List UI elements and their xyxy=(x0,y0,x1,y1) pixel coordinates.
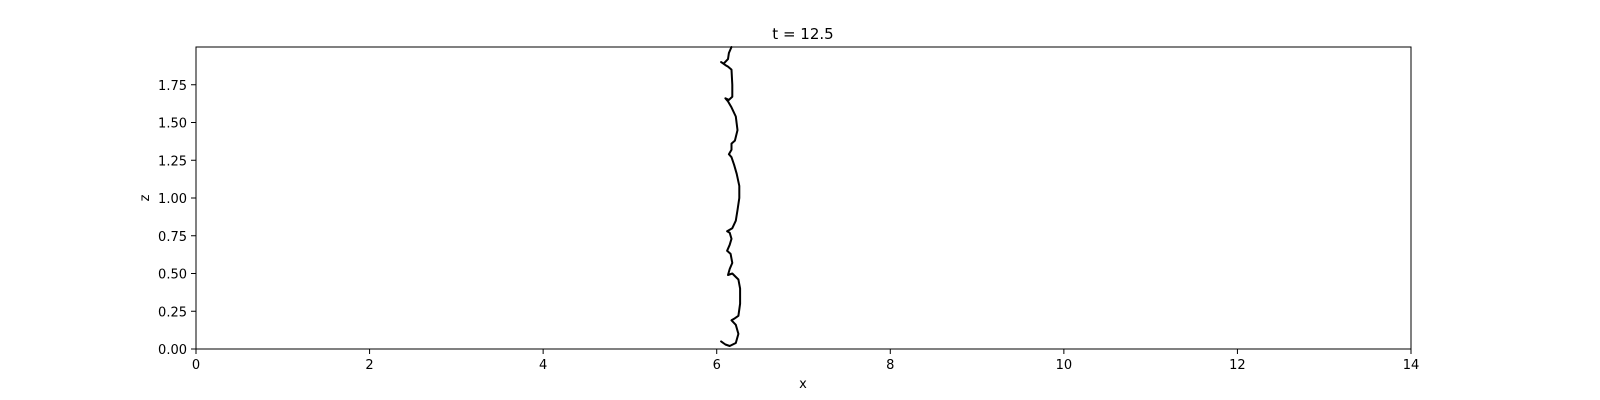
y-tick-label: 1.75 xyxy=(158,79,187,94)
x-tick-label: 0 xyxy=(192,358,200,373)
y-axis-label: z xyxy=(138,194,153,201)
x-tick-label: 12 xyxy=(1229,358,1246,373)
x-tick-label: 4 xyxy=(539,358,547,373)
y-tick-label: 0.50 xyxy=(158,268,187,283)
x-axis-label: x xyxy=(799,377,807,392)
x-tick-label: 6 xyxy=(713,358,721,373)
y-axis: 0.00 0.25 0.50 0.75 1.00 1.25 1.50 1.75 xyxy=(158,79,196,358)
y-tick-label: 1.00 xyxy=(158,192,187,207)
y-tick-label: 0.75 xyxy=(158,230,187,245)
chart-title: t = 12.5 xyxy=(772,25,833,43)
x-tick-label: 14 xyxy=(1403,358,1420,373)
x-axis: 0 2 4 6 8 10 12 14 xyxy=(192,349,1419,373)
y-tick-label: 1.50 xyxy=(158,117,187,132)
y-tick-label: 1.25 xyxy=(158,154,187,169)
y-tick-label: 0.25 xyxy=(158,305,187,320)
plot-frame xyxy=(195,46,1412,350)
x-tick-label: 2 xyxy=(365,358,373,373)
interface-curve xyxy=(720,46,742,347)
x-tick-label: 8 xyxy=(886,358,894,373)
y-tick-label: 0.00 xyxy=(158,343,187,358)
x-tick-label: 10 xyxy=(1056,358,1073,373)
plot-area xyxy=(195,46,1412,350)
